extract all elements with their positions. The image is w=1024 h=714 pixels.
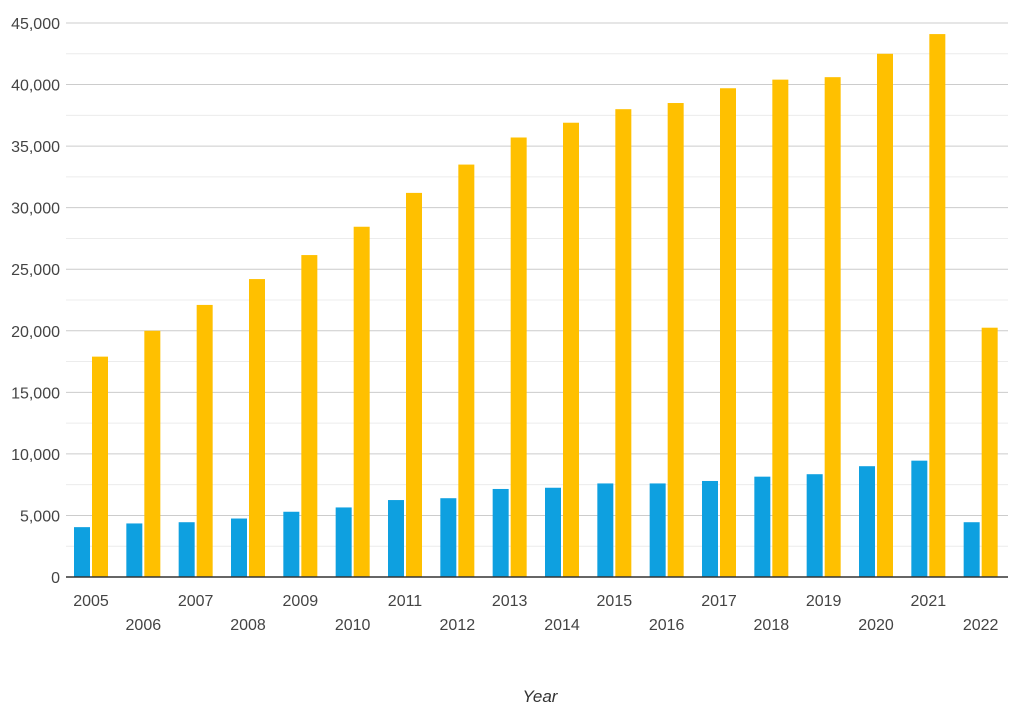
bar-series-1-2016: [649, 483, 666, 577]
bar-series-1-2010: [335, 507, 352, 577]
y-tick-label: 0: [51, 570, 60, 587]
bar-series-1-2006: [126, 523, 143, 577]
x-tick-label-2005: 2005: [73, 593, 109, 610]
bar-series-2-2018: [772, 79, 789, 578]
x-tick-label-2007: 2007: [178, 593, 214, 610]
bar-series-1-2012: [440, 498, 457, 577]
bar-series-2-2007: [196, 304, 213, 577]
bar-series-2-2022: [981, 327, 998, 577]
x-tick-label-2015: 2015: [597, 593, 633, 610]
x-tick-label-2013: 2013: [492, 593, 528, 610]
bar-series-2-2010: [353, 226, 370, 577]
x-tick-label-2008: 2008: [230, 617, 266, 634]
bar-series-1-2018: [754, 476, 771, 577]
bar-series-2-2009: [301, 255, 318, 577]
x-tick-label-2019: 2019: [806, 593, 842, 610]
bar-series-1-2020: [859, 466, 875, 577]
bar-series-1-2017: [702, 480, 718, 577]
y-tick-label: 40,000: [11, 78, 60, 95]
y-tick-label: 15,000: [11, 385, 60, 402]
y-tick-label: 30,000: [11, 201, 60, 218]
y-tick-label: 20,000: [11, 324, 60, 341]
bar-series-2-2013: [510, 137, 527, 577]
x-tick-label-2017: 2017: [701, 593, 737, 610]
bar-series-1-2007: [178, 522, 195, 577]
x-axis-tick-labels: 2005 2006 2007 2008 2009 2010 2011 2012 2013 2014…: [73, 593, 998, 634]
bar-series-2-2006: [144, 330, 161, 577]
bar-series-1-2013: [492, 488, 509, 577]
bar-series-2-2014: [563, 122, 579, 577]
bar-series-1-2022: [963, 522, 980, 577]
bar-series-1-2011: [388, 500, 404, 577]
x-tick-label-2010: 2010: [335, 617, 371, 634]
bar-series-2-2017: [720, 88, 736, 577]
x-axis-title: Year: [523, 687, 559, 706]
bar-series-2-2008: [249, 279, 265, 577]
bar-series-2-2012: [458, 164, 475, 578]
bar-series-2-2011: [406, 192, 422, 578]
y-tick-label: 45,000: [11, 16, 60, 33]
bar-series-1-2009: [283, 511, 300, 577]
x-tick-label-2016: 2016: [649, 617, 685, 634]
y-tick-label: 10,000: [11, 447, 60, 464]
bar-series-2-2019: [824, 77, 841, 578]
bar-series-1-2021: [911, 460, 928, 577]
bar-series-1-2008: [231, 518, 247, 577]
x-tick-label-2012: 2012: [440, 617, 476, 634]
x-tick-label-2018: 2018: [754, 617, 790, 634]
x-tick-label-2022: 2022: [963, 617, 999, 634]
bar-series-1-2014: [545, 487, 561, 577]
bar-series-2-2021: [929, 34, 946, 577]
x-tick-label-2020: 2020: [858, 617, 894, 634]
x-tick-label-2011: 2011: [388, 593, 423, 610]
bar-series-2-2015: [615, 109, 632, 577]
x-tick-label-2006: 2006: [126, 617, 162, 634]
x-tick-label-2014: 2014: [544, 617, 580, 634]
grid-lines: [66, 22, 1008, 547]
bar-series-1-2019: [806, 474, 823, 577]
bar-series-2-2016: [667, 103, 684, 578]
x-tick-label-2021: 2021: [911, 593, 947, 610]
y-tick-label: 5,000: [20, 508, 60, 525]
bar-series-1-2005: [74, 527, 90, 577]
y-axis-tick-labels: 0 5,000 10,000 15,000 20,000 25,000 30,000 35,0…: [11, 16, 60, 587]
bar-series-2-2020: [877, 53, 893, 578]
bar-series-1-2015: [597, 483, 614, 577]
bar-series-2-2005: [92, 356, 108, 577]
y-tick-label: 35,000: [11, 139, 60, 156]
bars: [74, 34, 998, 578]
y-tick-label: 25,000: [11, 262, 60, 279]
x-tick-label-2009: 2009: [283, 593, 319, 610]
